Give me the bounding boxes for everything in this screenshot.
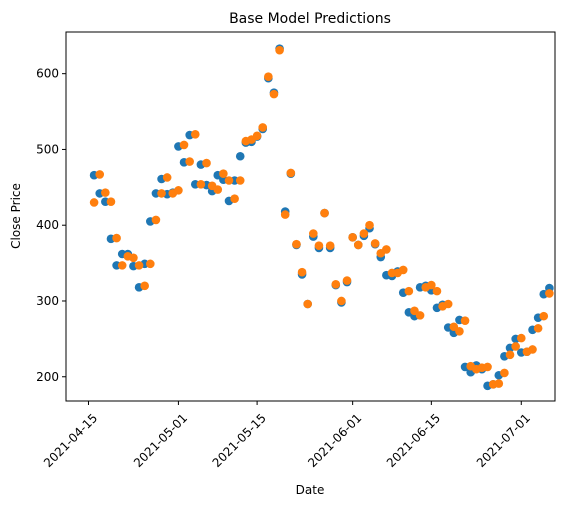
data-point-series-2 [151, 215, 161, 225]
data-point-series-2 [427, 280, 436, 290]
data-point-series-2 [224, 176, 234, 185]
data-point-series-2 [213, 185, 223, 194]
data-point-series-2 [348, 233, 357, 242]
data-point-series-2 [275, 45, 284, 55]
data-point-series-2 [269, 89, 279, 99]
data-point-series-2 [106, 197, 116, 207]
data-point-series-2 [190, 129, 200, 139]
data-point-series-2 [252, 131, 262, 141]
data-point-series-2 [353, 240, 363, 250]
data-point-series-2 [415, 311, 425, 320]
data-point-series-2 [230, 194, 239, 203]
data-point-series-2 [331, 280, 341, 289]
y-tick-label: 200 [36, 370, 59, 384]
data-point-series-2 [297, 267, 307, 277]
x-tick-label: 2021-05-01 [131, 411, 190, 470]
x-axis: 2021-04-15 2021-05-01 2021-05-15 2021-06-01… [41, 401, 533, 470]
data-point-series-2 [196, 180, 206, 189]
data-point-series-2 [202, 158, 211, 168]
x-tick-label: 2021-06-15 [384, 411, 443, 470]
data-point-series-2 [286, 168, 296, 178]
data-point-series-2 [179, 140, 189, 150]
data-point-series-2 [314, 241, 324, 250]
plot-frame [65, 31, 556, 402]
data-point-series-2 [303, 299, 312, 309]
data-point-series-2 [235, 176, 245, 185]
y-tick-label: 300 [36, 294, 59, 308]
data-point-series-2 [101, 188, 110, 197]
chart-title: Base Model Predictions [229, 11, 391, 27]
data-point-series-2 [365, 220, 374, 230]
data-point-series-2 [455, 326, 464, 336]
data-point-series-2 [292, 239, 301, 249]
data-point-series-2 [309, 229, 318, 238]
data-point-series-2 [174, 186, 183, 195]
data-point-series-2 [146, 259, 155, 269]
data-point-series-2 [382, 245, 391, 254]
x-tick-label: 2021-04-15 [41, 411, 100, 470]
data-point-series-2 [533, 323, 543, 333]
data-point-series-2 [528, 345, 537, 354]
data-point-series-2 [129, 253, 138, 263]
x-tick-label: 2021-06-01 [305, 411, 364, 470]
data-point-series-2 [112, 233, 121, 243]
data-point-series-2 [404, 286, 414, 296]
data-point-series-2 [460, 316, 470, 325]
data-point-series-2 [483, 362, 492, 372]
y-tick-label: 500 [36, 142, 59, 156]
data-point-series-2 [539, 311, 549, 321]
data-point-series-2 [443, 299, 453, 309]
data-point-series-2 [337, 296, 346, 306]
y-axis: 200 300 400 500 600 [36, 67, 66, 384]
data-point-series-2 [185, 157, 194, 166]
data-point-series-1 [235, 151, 245, 161]
data-point-series-2 [157, 189, 166, 198]
x-tick-label: 2021-07-01 [474, 411, 533, 470]
data-point-series-2 [370, 239, 380, 248]
data-point-series-2 [432, 286, 442, 296]
data-point-series-2 [258, 123, 268, 132]
y-tick-label: 600 [36, 67, 59, 81]
data-point-series-2 [511, 342, 520, 351]
data-point-series-2 [320, 208, 329, 218]
data-point-series-2 [325, 241, 335, 250]
data-point-series-2 [264, 72, 273, 81]
data-point-series-2 [545, 289, 554, 298]
y-axis-label: Close Price [9, 183, 23, 249]
data-point-series-2 [89, 198, 99, 207]
y-tick-label: 400 [36, 218, 59, 232]
data-point-series-2 [219, 169, 228, 178]
data-point-series-2 [280, 210, 290, 219]
data-points [89, 44, 554, 391]
data-point-series-2 [140, 281, 149, 291]
data-point-series-2 [134, 261, 144, 270]
data-point-series-2 [398, 265, 408, 275]
data-point-series-2 [117, 261, 127, 270]
x-axis-label: Date [296, 483, 325, 497]
data-point-series-2 [500, 368, 509, 378]
data-point-series-2 [359, 229, 369, 238]
data-point-series-2 [494, 379, 504, 388]
data-point-series-2 [342, 276, 352, 285]
data-point-series-2 [505, 350, 515, 360]
data-point-series-2 [162, 173, 172, 182]
x-tick-label: 2021-05-15 [210, 411, 269, 470]
data-point-series-2 [95, 170, 105, 179]
data-point-series-2 [516, 333, 526, 343]
